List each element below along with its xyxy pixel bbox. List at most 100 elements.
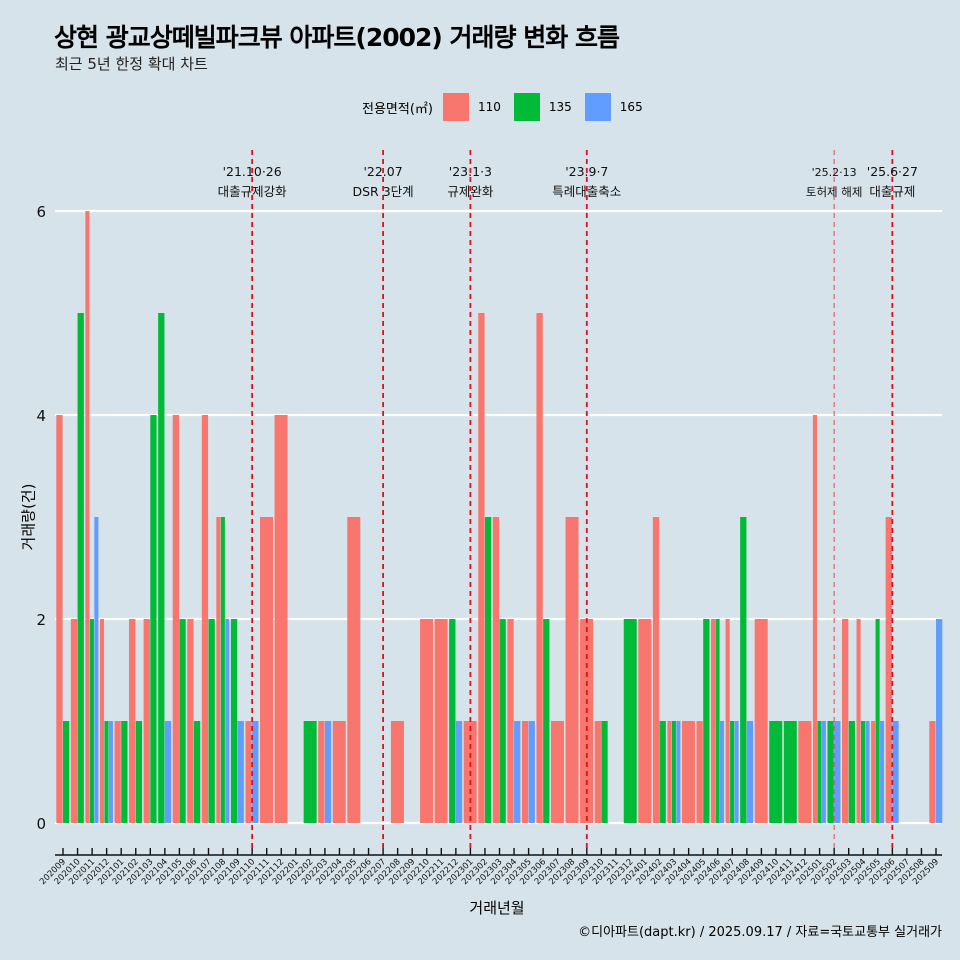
bar xyxy=(725,619,730,823)
bar xyxy=(252,721,259,823)
bar xyxy=(172,415,179,823)
bar xyxy=(220,517,225,823)
bar xyxy=(129,619,136,823)
bar xyxy=(135,721,143,823)
y-tick-label: 4 xyxy=(36,407,46,425)
bar xyxy=(812,415,817,823)
bar xyxy=(179,619,186,823)
bar xyxy=(865,721,870,823)
bar xyxy=(216,517,221,823)
bar xyxy=(108,721,113,823)
bar xyxy=(201,415,209,823)
bar xyxy=(77,313,84,823)
bar xyxy=(455,721,463,823)
chart-title: 상현 광교상떼빌파크뷰 아파트(2002) 거래량 변화 흐름 xyxy=(54,23,620,52)
bar xyxy=(187,619,194,823)
bar xyxy=(730,721,735,823)
bar xyxy=(880,721,885,823)
bar xyxy=(303,721,317,823)
chart-subtitle: 최근 5년 한정 확대 차트 xyxy=(55,55,208,73)
bar xyxy=(861,721,866,823)
y-tick-label: 6 xyxy=(36,203,46,221)
bar xyxy=(89,619,94,823)
bar xyxy=(521,721,529,823)
bar xyxy=(827,721,834,823)
legend: 전용면적(㎡) 110 135 165 xyxy=(362,93,656,121)
bar xyxy=(594,721,601,823)
y-tick-label: 0 xyxy=(36,815,46,833)
bar xyxy=(936,619,943,823)
bar xyxy=(150,415,157,823)
event-date: '21.10·26 xyxy=(223,164,282,179)
event-label: 규제완화 xyxy=(447,184,494,199)
bar xyxy=(652,517,660,823)
bar xyxy=(499,619,506,823)
bar xyxy=(94,517,99,823)
bar xyxy=(193,721,201,823)
bar xyxy=(274,415,288,823)
bar xyxy=(420,619,434,823)
bar xyxy=(324,721,332,823)
bar xyxy=(121,721,128,823)
event-date: '23.1·3 xyxy=(449,164,492,179)
legend-label-110: 110 xyxy=(477,100,501,114)
y-axis-label: 거래량(건) xyxy=(19,483,38,551)
bar xyxy=(104,721,109,823)
bar xyxy=(696,721,703,823)
bar xyxy=(245,721,252,823)
bar xyxy=(659,721,666,823)
bar xyxy=(734,721,739,823)
bar xyxy=(536,313,543,823)
legend-title: 전용면적(㎡) xyxy=(362,101,433,117)
bar xyxy=(703,619,710,823)
bar xyxy=(114,721,121,823)
bar xyxy=(347,517,361,823)
bar xyxy=(623,619,637,823)
bar xyxy=(892,721,899,823)
x-axis-label: 거래년월 xyxy=(469,899,525,917)
bar xyxy=(817,721,822,823)
bar xyxy=(63,721,70,823)
bar xyxy=(158,313,165,823)
bar xyxy=(834,721,841,823)
bar xyxy=(225,619,230,823)
legend-key-135 xyxy=(513,93,540,121)
bar xyxy=(230,619,238,823)
bar xyxy=(70,619,78,823)
bar xyxy=(543,619,550,823)
legend-label-135: 135 xyxy=(548,100,572,114)
bar xyxy=(318,721,325,823)
bar xyxy=(638,619,652,823)
bar xyxy=(164,721,172,823)
event-label: DSR 3단계 xyxy=(353,184,414,199)
bar xyxy=(507,619,514,823)
event-date: '22.07 xyxy=(363,164,402,179)
bar xyxy=(671,721,676,823)
bar xyxy=(821,721,826,823)
bar xyxy=(208,619,215,823)
bar xyxy=(885,517,892,823)
y-tick-label: 2 xyxy=(36,611,46,629)
bar xyxy=(478,313,485,823)
bar xyxy=(449,619,456,823)
bar xyxy=(711,619,716,823)
bar xyxy=(769,721,783,823)
bar xyxy=(390,721,404,823)
legend-key-165 xyxy=(584,93,611,121)
bar xyxy=(237,721,244,823)
bar xyxy=(929,721,936,823)
bar xyxy=(601,721,608,823)
bar xyxy=(492,517,500,823)
bar xyxy=(856,619,861,823)
bar xyxy=(871,721,876,823)
event-label: 대출규제 xyxy=(869,184,915,199)
event-date: '25.2·13 xyxy=(812,166,857,179)
bar xyxy=(565,517,579,823)
bar xyxy=(99,619,105,823)
bar xyxy=(740,517,747,823)
bar xyxy=(754,619,768,823)
bar xyxy=(528,721,535,823)
bar xyxy=(676,721,681,823)
bar xyxy=(783,721,797,823)
